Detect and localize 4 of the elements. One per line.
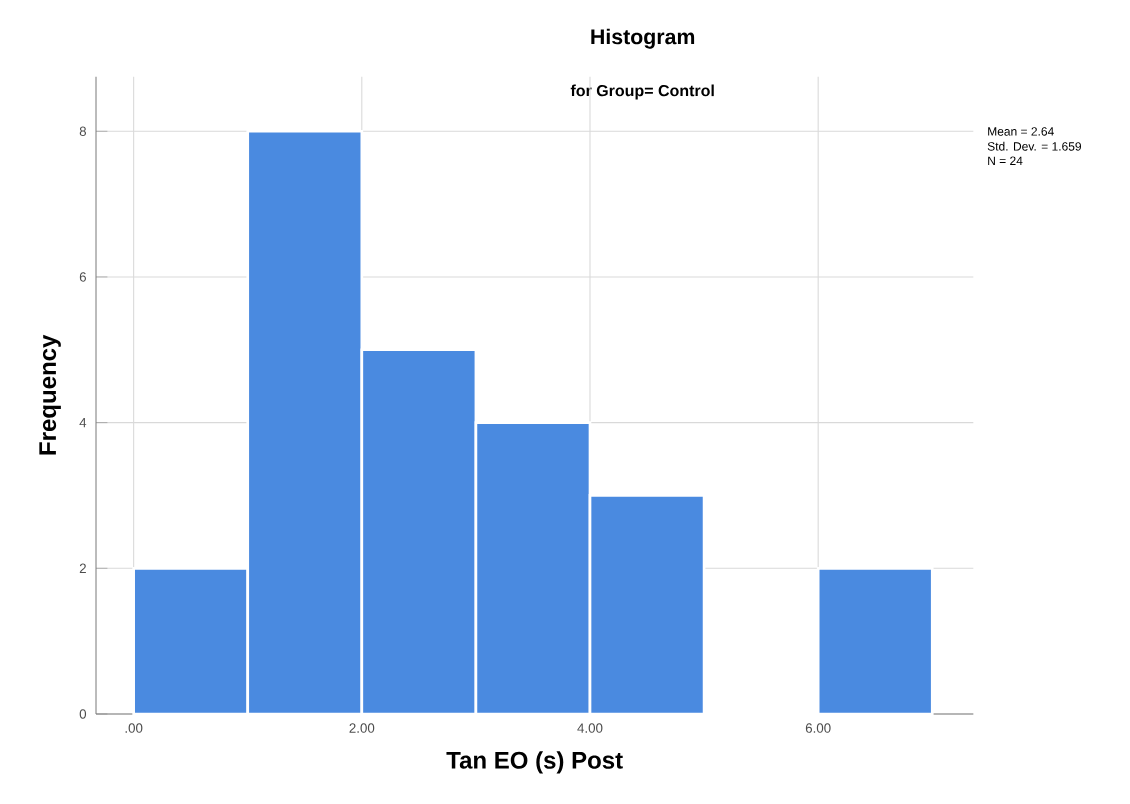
- chart-title: Histogram: [591, 28, 695, 49]
- x-axis-title: Tan EO (s) Post: [446, 751, 623, 774]
- chart-subtitle: for Group= Control: [570, 84, 714, 100]
- y-axis-title: Frequency: [39, 334, 61, 455]
